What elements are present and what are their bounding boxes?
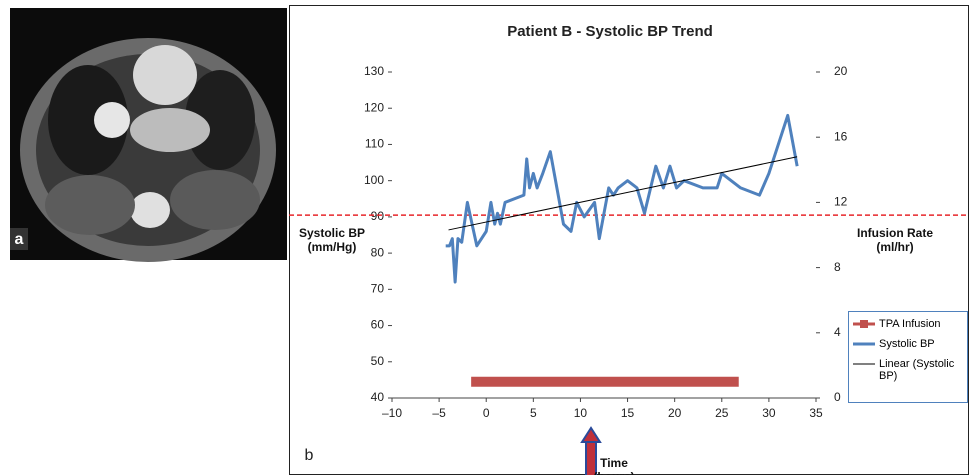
legend-swatch xyxy=(851,318,877,330)
legend-swatch xyxy=(851,338,877,350)
y-tick-label: 70 xyxy=(371,282,385,296)
legend: TPA Infusion Systolic BP Linear (Systolic … xyxy=(848,311,968,403)
y-tick-label: 90 xyxy=(371,209,385,223)
panel-label: a xyxy=(15,231,24,248)
legend-label: Linear (Systolic BP) xyxy=(879,358,965,382)
legend-marker xyxy=(860,320,868,328)
x-tick-label: –5 xyxy=(432,406,446,420)
legend-label: Systolic BP xyxy=(879,338,935,350)
x-tick-label: 25 xyxy=(715,406,729,420)
y2-axis-label: Infusion Rate (ml/hr) xyxy=(845,226,945,254)
y2-tick-label: 16 xyxy=(834,129,848,143)
x-tick-label: 35 xyxy=(809,406,823,420)
legend-label: TPA Infusion xyxy=(879,318,941,330)
y-tick-label: 100 xyxy=(364,173,384,187)
x-tick-label: 30 xyxy=(762,406,776,420)
y-tick-label: 80 xyxy=(371,245,385,259)
y-tick-label: 40 xyxy=(371,390,385,404)
legend-entry: Systolic BP xyxy=(851,338,965,350)
figure: a b Patient B - Systolic BP Trend –10 –5 0… xyxy=(0,0,969,475)
legend-swatch xyxy=(851,358,877,370)
y2-tick-label: 12 xyxy=(834,195,848,209)
y2-tick-label: 4 xyxy=(834,325,841,339)
y-tick-label: 130 xyxy=(364,64,384,78)
x-tick-label: 15 xyxy=(621,406,635,420)
series-line xyxy=(446,115,797,282)
chart: a b Patient B - Systolic BP Trend –10 –5 0… xyxy=(0,0,969,475)
chart-title: Patient B - Systolic BP Trend xyxy=(507,23,713,40)
x-tick-label: 0 xyxy=(483,406,490,420)
legend-entry: Linear (Systolic BP) xyxy=(851,358,965,382)
x-tick-label: 5 xyxy=(530,406,537,420)
x-axis-label: Time (hours) xyxy=(584,456,644,475)
y-tick-label: 60 xyxy=(371,318,385,332)
panel-label: b xyxy=(305,447,314,464)
y-tick-label: 110 xyxy=(365,137,384,151)
x-tick-label: 20 xyxy=(668,406,682,420)
x-tick-label: –10 xyxy=(382,406,402,420)
y2-tick-label: 8 xyxy=(834,260,841,274)
y-tick-label: 120 xyxy=(364,100,384,114)
x-tick-label: 10 xyxy=(574,406,588,420)
ct-image xyxy=(10,8,287,262)
y-axis-label: Systolic BP (mm/Hg) xyxy=(296,226,368,254)
y-tick-label: 50 xyxy=(371,354,385,368)
series-line xyxy=(449,157,798,230)
legend-entry: TPA Infusion xyxy=(851,318,965,330)
y2-tick-label: 20 xyxy=(834,64,848,78)
y2-tick-label: 0 xyxy=(834,390,841,404)
